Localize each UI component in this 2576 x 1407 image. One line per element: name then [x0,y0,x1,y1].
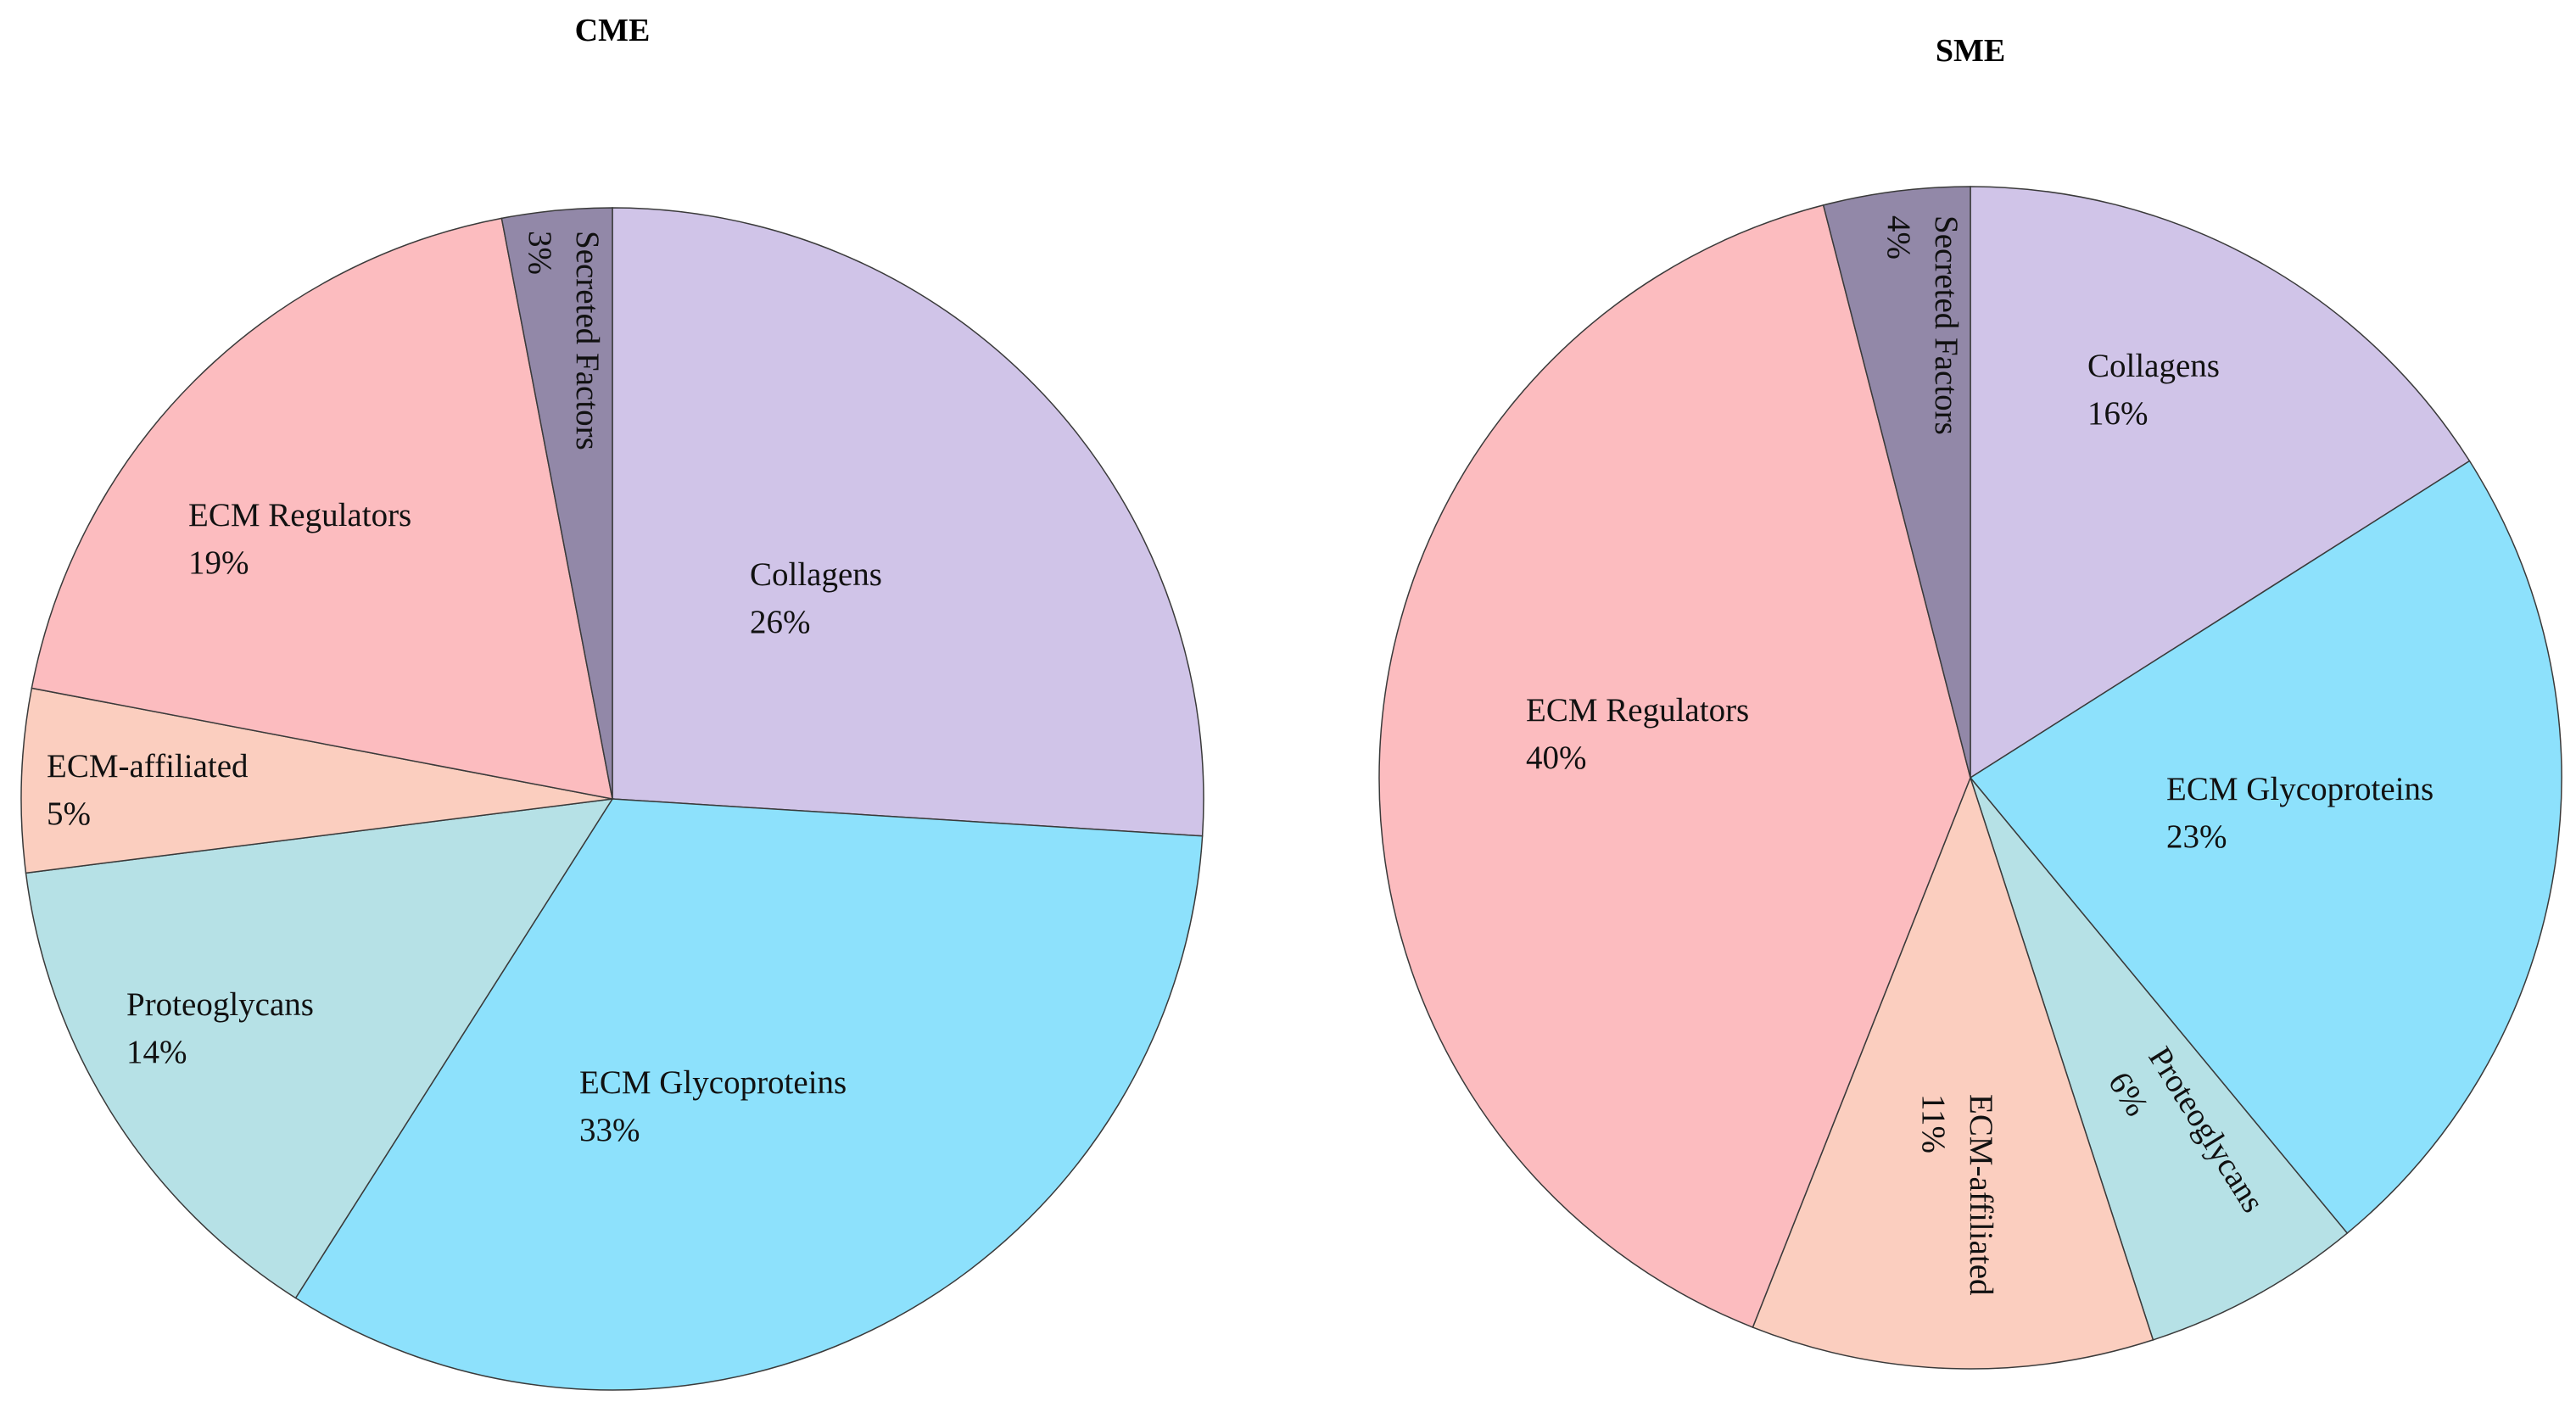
slice-name-collagens: Collagens [750,556,882,593]
slice-name-ecm-regulators: ECM Regulators [188,497,411,533]
pie-slice-proteoglycans [1970,777,2349,1341]
slice-value-collagens: 16% [2087,395,2149,432]
slice-value-ecm-affiliated: 5% [47,796,91,832]
pie-chart-sme: SME Collagens 16%ECM Glycoproteins 23%Prot… [1378,33,2562,1370]
slice-value-collagens: 26% [750,604,811,640]
pie-slice-ecm-affiliated [20,687,613,874]
data-label-ecm-affiliated: ECM-affiliated 11% [1915,1094,1999,1296]
pie-slice-ecm-glycoproteins [294,798,1204,1391]
slice-value-secreted-factors: 4% [1880,215,1917,260]
data-label-collagens: Collagens 26% [750,556,882,640]
data-label-ecm-regulators: ECM Regulators 19% [188,497,411,581]
pie-slice-secreted-factors [500,207,613,800]
pie-slices-sme [1378,186,2562,1370]
slice-name-secreted-factors: Secreted Factors [1928,215,1964,435]
slice-name-proteoglycans: Proteoglycans [126,986,314,1023]
data-label-ecm-affiliated: ECM-affiliated 5% [47,748,249,832]
pie-slice-ecm-regulators [1378,204,1971,1329]
data-label-collagens: Collagens 16% [2087,348,2220,432]
chart-title-cme: CME [575,13,651,48]
data-label-proteoglycans: Proteoglycans 14% [126,986,314,1070]
data-label-ecm-glycoproteins: ECM Glycoproteins 23% [2166,771,2434,855]
pie-slice-proteoglycans [25,798,614,1299]
pie-slice-ecm-affiliated [1752,775,2154,1370]
pie-slices-cme [20,207,1204,1391]
data-label-ecm-glycoproteins: ECM Glycoproteins 33% [579,1064,847,1148]
slice-name-ecm-regulators: ECM Regulators [1526,692,1749,729]
slice-value-ecm-glycoproteins: 23% [2166,818,2227,855]
pie-labels-cme: Collagens 26% ECM Glycoproteins 33% Proteogl… [47,231,882,1148]
slice-name-ecm-affiliated: ECM-affiliated [47,748,249,784]
chart-title-sme: SME [1936,33,2005,69]
slice-value-secreted-factors: 3% [522,231,558,275]
pie-slice-collagens [612,207,1204,837]
slice-value-proteoglycans: 14% [126,1034,187,1070]
pie-slice-collagens [1970,186,2471,779]
data-label-secreted-factors: Secreted Factors 3% [522,231,606,450]
data-label-secreted-factors: Secreted Factors 4% [1880,215,1964,435]
slice-value-ecm-regulators: 19% [188,544,249,581]
slice-value-ecm-glycoproteins: 33% [579,1112,640,1148]
data-label-ecm-regulators: ECM Regulators 40% [1526,692,1749,776]
slice-value-ecm-regulators: 40% [1526,740,1587,776]
pie-slice-secreted-factors [1822,186,1971,779]
slice-name-ecm-glycoproteins: ECM Glycoproteins [2166,771,2434,807]
pie-slice-ecm-regulators [31,217,613,800]
slice-name-ecm-affiliated: ECM-affiliated [1963,1094,1999,1296]
slice-name-collagens: Collagens [2087,348,2220,384]
slice-name-secreted-factors: Secreted Factors [569,231,606,450]
pie-slice-ecm-glycoproteins [1969,460,2562,1235]
slice-name-ecm-glycoproteins: ECM Glycoproteins [579,1064,847,1101]
pie-chart-cme: CME Collagens 26% ECM Glycoproteins 33% Prot… [20,13,1204,1391]
slice-value-ecm-affiliated: 11% [1915,1094,1952,1153]
